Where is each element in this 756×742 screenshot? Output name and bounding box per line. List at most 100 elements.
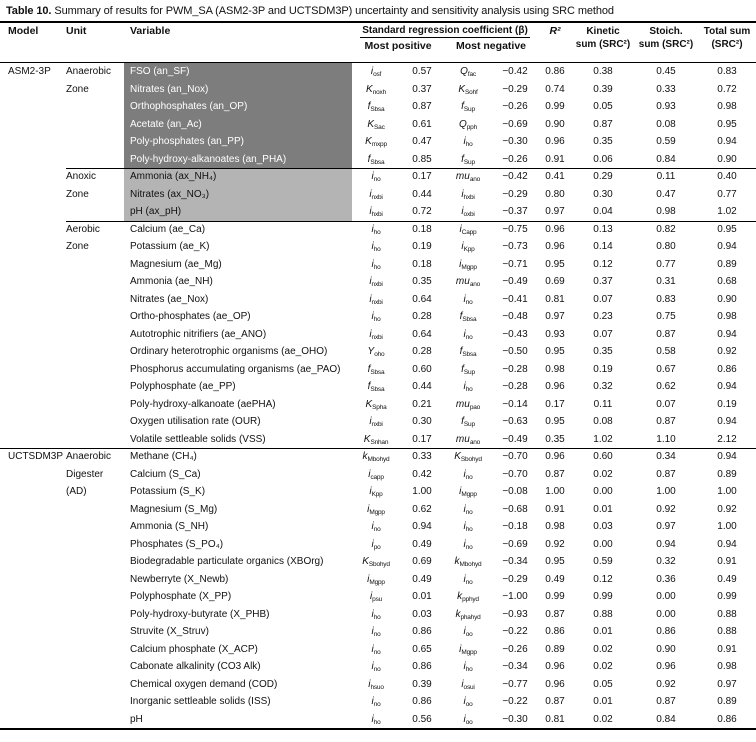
variable-cell: Poly-hydroxy-alkanoate (aePHA) (130, 398, 276, 410)
model-cell (0, 658, 66, 676)
most-negative-value: −0.77 (502, 678, 528, 690)
r2-value: 0.87 (545, 608, 565, 620)
variable-cell: Ortho-phosphates (ae_OP) (130, 311, 251, 322)
most-negative-value: −0.63 (502, 416, 528, 427)
variable-cell: Struvite (X_Struv) (130, 626, 209, 637)
kinetic-sum-value: 0.35 (593, 346, 613, 357)
most-negative-symbol: fSup (461, 363, 475, 376)
r2-value: 0.96 (545, 381, 565, 392)
stoich-sum-value: 0.00 (656, 608, 676, 620)
r2-value: 0.86 (545, 66, 565, 77)
r2-value: 0.35 (545, 433, 565, 445)
kinetic-sum-value: 0.07 (593, 293, 613, 305)
kinetic-sum-value: 0.37 (593, 276, 613, 287)
stoich-sum-value: 0.47 (656, 188, 676, 200)
stoich-sum-value: 0.59 (656, 136, 676, 147)
total-sum-value: 0.92 (717, 503, 737, 515)
unit-cell (66, 606, 124, 624)
kinetic-sum-value: 0.14 (593, 241, 613, 252)
variable-cell: Nitrates (an_Nox) (124, 80, 352, 98)
variable-cell: Acetate (an_Ac) (124, 115, 352, 133)
most-negative-symbol: kMbohyd (454, 556, 482, 568)
most-positive-symbol: iosf (370, 66, 382, 78)
total-sum-value: 0.89 (717, 258, 737, 270)
most-negative-symbol: ino (463, 468, 473, 481)
r2-value: 0.96 (538, 448, 572, 466)
variable-cell: Calcium (S_Ca) (130, 468, 201, 480)
unit-cell (66, 623, 124, 641)
r2-value: 0.81 (545, 293, 565, 305)
most-negative-value: −0.30 (502, 713, 528, 725)
stoich-sum-value: 0.33 (656, 83, 676, 95)
r2-value: 0.98 (545, 363, 565, 375)
most-negative-value: −0.29 (502, 573, 528, 585)
model-cell (0, 553, 66, 571)
table-row: Phosphorus accumulating organisms (ae_PA… (0, 361, 756, 379)
r2-value: 0.98 (545, 521, 565, 532)
most-positive-symbol: inxbi (369, 328, 383, 341)
total-sum-value: 1.02 (717, 206, 737, 217)
stoich-sum-value: 0.87 (656, 328, 676, 340)
unit-cell (66, 431, 124, 449)
variable-cell: Polyphosphate (ae_PP) (130, 381, 236, 392)
kinetic-sum-value: 0.02 (593, 661, 613, 672)
most-negative-symbol: ihxbi (461, 188, 475, 201)
table-row: Digester Calcium (S_Ca) icapp 0.42 ino −… (0, 466, 756, 484)
table-row: Autotrophic nitrifiers (ae_ANO) inxbi 0.… (0, 326, 756, 344)
most-positive-symbol: ino (371, 696, 381, 708)
r2-value: 0.92 (545, 538, 565, 550)
most-negative-value: −0.28 (502, 363, 528, 375)
most-negative-symbol: kphahyd (455, 608, 481, 621)
r2-value: 0.87 (545, 468, 565, 480)
total-sum-value: 0.49 (717, 573, 737, 585)
table-row: Ammonia (S_NH) ino 0.94 iho −0.18 0.98 0… (0, 518, 756, 536)
most-negative-symbol: iho (463, 521, 473, 533)
unit-cell (66, 641, 124, 659)
model-cell (0, 203, 66, 221)
most-positive-symbol: inxbi (369, 188, 383, 201)
most-negative-value: −0.29 (502, 83, 528, 95)
model-cell (0, 588, 66, 606)
variable-cell: Biodegradable particulate organics (XBOr… (130, 556, 324, 567)
model-cell (0, 676, 66, 694)
kinetic-sum-value: 0.05 (593, 678, 613, 690)
variable-cell: Ammonia (ae_NH) (130, 276, 213, 287)
kinetic-sum-value: 0.13 (572, 220, 634, 239)
table-row: Polyphosphate (X_PP) ipsu 0.01 kpphyd −1… (0, 588, 756, 606)
model-cell (0, 466, 66, 484)
most-negative-symbol: mupao (455, 398, 481, 411)
most-negative-symbol: KSbohyd (444, 448, 492, 466)
model-cell (0, 256, 66, 274)
stoich-sum-value: 0.92 (656, 503, 676, 515)
table-body: ASM2-3P Anaerobic FSO (an_SF) iosf 0.57 … (0, 63, 756, 728)
most-positive-symbol: KSpha (365, 398, 387, 411)
most-negative-value: −0.68 (502, 503, 528, 515)
most-negative-value: −0.70 (492, 448, 538, 466)
stoich-sum-value: 0.75 (656, 311, 676, 322)
table-row: Cabonate alkalinity (CO3 Alk) ino 0.86 i… (0, 658, 756, 676)
r2-value: 0.96 (545, 136, 565, 147)
kinetic-sum-value: 0.03 (593, 521, 613, 532)
most-negative-value: −0.69 (502, 118, 528, 130)
most-positive-symbol: iMgpp (367, 573, 385, 586)
src-group-title: Standard regression coefficient (β) (360, 25, 530, 38)
most-negative-symbol: ino (463, 293, 473, 306)
column-header-variable: Variable (130, 25, 171, 37)
stoich-sum-value: 0.86 (656, 626, 676, 637)
most-positive-value: 0.69 (412, 556, 432, 567)
total-sum-value: 0.99 (717, 591, 737, 602)
variable-cell: Phosphates (S_PO₄) (130, 538, 224, 550)
total-sum-value: 0.77 (717, 188, 737, 200)
most-positive-value: 0.49 (412, 573, 432, 585)
most-negative-value: −0.49 (502, 276, 528, 287)
stoich-sum-value: 1.00 (656, 486, 676, 497)
stoich-sum-value: 0.84 (656, 713, 676, 725)
variable-cell: Ammonia (ax_NH₄) (124, 168, 352, 186)
r2-value: 0.69 (545, 276, 565, 287)
unit-cell (66, 273, 124, 291)
most-positive-value: 0.86 (412, 696, 432, 707)
r2-value: 0.97 (545, 311, 565, 322)
r2-value: 0.96 (545, 678, 565, 690)
kinetic-sum-value: 0.11 (593, 398, 613, 410)
table-row: Inorganic settleable solids (ISS) ino 0.… (0, 693, 756, 711)
